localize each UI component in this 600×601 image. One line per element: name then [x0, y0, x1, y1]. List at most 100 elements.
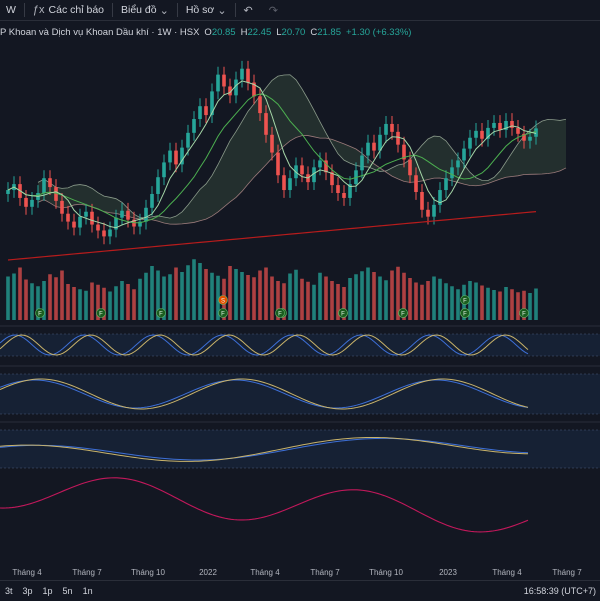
redo-button[interactable]: ↷: [263, 0, 288, 20]
charts-menu-label: Biểu đồ: [121, 4, 157, 16]
event-marker[interactable]: F: [275, 308, 285, 318]
candle-body: [252, 82, 256, 97]
range-button-1p[interactable]: 1p: [42, 586, 53, 596]
undo-icon: ↶: [243, 4, 253, 17]
undo-button[interactable]: ↶: [238, 0, 263, 20]
moving-average-green: [7, 93, 537, 224]
candle-body: [390, 123, 394, 132]
candle-body: [480, 130, 484, 139]
volume-bar: [414, 282, 418, 320]
volume-bar: [264, 267, 268, 320]
volume-bar: [408, 278, 412, 320]
event-marker[interactable]: F: [156, 308, 166, 318]
interval-button[interactable]: W: [0, 0, 22, 20]
bottom-toolbar: 3t 3p 1p 5n 1n 16:58:39 (UTC+7): [0, 580, 600, 601]
event-marker[interactable]: F: [460, 308, 470, 318]
event-marker[interactable]: F: [519, 308, 529, 318]
candle-body: [234, 79, 238, 96]
volume-bar: [30, 283, 34, 320]
candle-body: [54, 187, 58, 201]
volume-bar: [396, 266, 400, 320]
candle-body: [192, 119, 196, 133]
chevron-down-icon: ⌄: [217, 4, 227, 17]
volume-bar: [120, 281, 124, 320]
volume-bar: [306, 281, 310, 320]
event-marker-circle: [460, 295, 470, 305]
event-marker[interactable]: F: [96, 308, 106, 318]
volume-bar: [108, 291, 112, 320]
candle-body: [246, 68, 250, 83]
event-marker[interactable]: F: [460, 295, 470, 305]
ohlc-low: L20.70: [276, 26, 306, 38]
range-button-1n[interactable]: 1n: [82, 586, 93, 596]
candle-body: [414, 175, 418, 193]
volume-bar: [480, 285, 484, 320]
profiles-menu-button[interactable]: Hồ sơ ⌄: [180, 0, 233, 20]
volume-bar: [486, 287, 490, 320]
volume-bar: [96, 284, 100, 320]
candle-body: [162, 162, 166, 178]
volume-bar: [234, 269, 238, 320]
candle-body: [228, 86, 232, 96]
volume-bar: [54, 277, 58, 320]
timezone-clock[interactable]: 16:58:39 (UTC+7): [523, 586, 596, 596]
symbol-name: P Khoan và Dịch vụ Khoan Dầu khí · 1W · …: [0, 26, 200, 38]
volume-bar: [324, 276, 328, 320]
candle-body: [96, 224, 100, 231]
volume-bar: [372, 272, 376, 320]
event-marker-circle: [398, 308, 408, 318]
volume-bar: [498, 291, 502, 320]
candle-body: [312, 167, 316, 183]
volume-bar: [528, 293, 532, 320]
volume-bar: [312, 284, 316, 320]
candle-body: [186, 132, 190, 148]
candle-body: [492, 122, 496, 128]
event-marker[interactable]: F: [218, 308, 228, 318]
volume-bar: [240, 272, 244, 320]
candle-body: [366, 142, 370, 156]
candle-body: [450, 167, 454, 179]
range-button-3t[interactable]: 3t: [5, 586, 13, 596]
volume-bar: [252, 277, 256, 320]
volume-bar: [300, 278, 304, 320]
candle-body: [384, 123, 388, 135]
price-chart[interactable]: FFFFFFFFSFSFFFF: [0, 20, 600, 566]
event-marker[interactable]: F: [398, 308, 408, 318]
candle-body: [210, 91, 214, 116]
volume-bar: [114, 286, 118, 320]
ichimoku-span-a: [37, 74, 567, 219]
volume-bar: [132, 289, 136, 320]
event-marker[interactable]: S: [218, 295, 228, 305]
event-marker-letter: F: [38, 312, 42, 318]
time-axis-label: 2022: [199, 568, 217, 577]
volume-bar: [492, 290, 496, 320]
candle-body: [270, 134, 274, 153]
volume-bar: [318, 272, 322, 320]
volume-bar: [270, 276, 274, 320]
indicators-button[interactable]: ƒx Các chỉ báo: [27, 0, 110, 20]
volume-bar: [192, 259, 196, 320]
candle-body: [432, 204, 436, 217]
volume-bar: [210, 272, 214, 320]
event-marker[interactable]: F: [338, 308, 348, 318]
profiles-menu-label: Hồ sơ: [185, 4, 215, 16]
volume-bar: [48, 274, 52, 320]
candle-body: [120, 210, 124, 218]
stochastic-pane-band: [0, 334, 600, 356]
event-marker-circle: [519, 308, 529, 318]
moving-average-light: [7, 80, 537, 229]
long-moving-average: [7, 211, 537, 261]
candle-body: [138, 221, 142, 227]
range-button-3p[interactable]: 3p: [22, 586, 33, 596]
volume-bar: [348, 278, 352, 320]
volume-bar: [84, 290, 88, 320]
volume-bars: [6, 259, 538, 320]
volume-bar: [384, 280, 388, 320]
event-marker[interactable]: F: [35, 308, 45, 318]
volume-bar: [426, 281, 430, 320]
candle-body: [462, 148, 466, 161]
candle-body: [438, 190, 442, 205]
time-axis[interactable]: Tháng 4 Tháng 7 Tháng 10 2022 Tháng 4 Th…: [0, 566, 600, 580]
charts-menu-button[interactable]: Biểu đồ ⌄: [115, 0, 175, 20]
range-button-5n[interactable]: 5n: [62, 586, 73, 596]
